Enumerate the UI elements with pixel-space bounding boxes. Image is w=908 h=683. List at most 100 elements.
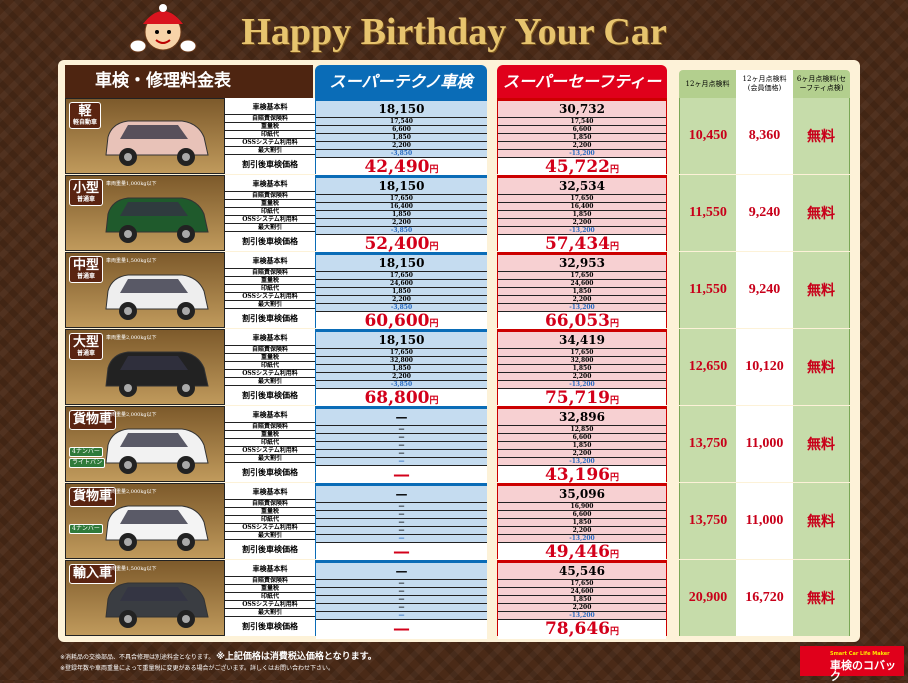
fee-label: 車検基本料 [225,483,315,500]
blue-total-value: 60,600 [364,311,430,331]
super-safety-prices: 30,732 17,540 6,600 1,850 2,200 -13,200 45,722… [497,98,667,177]
red-value-2: 24,600 [498,588,666,596]
vehicle-class: 輸入車 [69,564,117,584]
inspection-12m-price: 13,750 [679,483,736,559]
vehicle-photo: 中型 普通車 車両重量1,500kg以下 [65,252,225,328]
red-value-3: 1,850 [498,442,666,450]
vehicle-badge: 4ナンバー [69,447,103,457]
red-value-2: 32,800 [498,357,666,365]
vehicle-class-label: 輸入車 [73,566,113,581]
red-total-value: 75,719 [544,388,611,408]
red-value-0: 32,953 [498,255,666,272]
blue-value-2: 16,400 [316,203,487,211]
inspection-6m-price: 無料 [793,560,850,636]
page-title: Happy Birthday Your Car [241,11,667,53]
vehicle-type: 普通車 [77,196,96,203]
super-safety-prices: 32,896 12,850 6,600 1,850 2,200 -13,200 43,196… [497,406,667,485]
red-value-0: 34,419 [498,332,666,349]
yen-unit: 円 [429,242,439,252]
fee-label: 印紙代 [225,208,315,216]
fee-label: 自賠責保険料 [225,115,315,123]
yen-unit: 円 [610,550,620,560]
blue-total: — [316,466,487,485]
vehicle-photo: 貨物車 車両重量2,000kg以下 4ナンバー [65,483,225,559]
red-value-5: -13,200 [498,227,666,235]
red-value-1: 17,650 [498,580,666,588]
plan-header-super-safety: スーパーセーフティー車検 [497,65,667,124]
fee-labels: 車検基本料 自賠責保険料 重量税 印紙代 OSSシステム利用料 最大割引 割引後車検価格 [225,483,315,559]
blue-value-4: 2,200 [316,219,487,227]
red-value-1: 17,650 [498,349,666,357]
vehicle-row: 貨物車 車両重量2,000kg以下 4ナンバー ライトバン 車検基本料 自賠責保険料… [65,406,850,485]
fee-label: 自賠責保険料 [225,192,315,200]
blue-total: 68,800円 [316,389,487,408]
red-value-3: 1,850 [498,134,666,142]
brand-logo: Smart Car Life Maker 車検のコバック [800,646,904,682]
blue-total-value: — [393,465,410,485]
blue-total-value: 42,490 [364,157,430,177]
fee-label: 重量税 [225,431,315,439]
red-value-1: 16,900 [498,503,666,511]
super-safety-prices: 35,096 16,900 6,600 1,850 2,200 -13,200 49,446… [497,483,667,562]
blue-total: — [316,620,487,639]
note-weight-tax: ※登録年数や車両重量によって重量税に変更がある場合がございます。詳しくはお問い合… [60,665,334,672]
blue-value-5: -3,850 [316,381,487,389]
blue-value-4: — [316,604,487,612]
fee-label-total: 割引後車検価格 [225,463,315,482]
fee-label-total: 割引後車検価格 [225,232,315,251]
vehicle-class-label: 大型 [73,335,100,350]
blue-total: 42,490円 [316,158,487,177]
super-safety-prices: 45,546 17,650 24,600 1,850 2,200 -13,200 78,64… [497,560,667,639]
yen-unit: 円 [610,396,620,406]
vehicle-class-label: 軽 [78,104,92,119]
fee-label: 印紙代 [225,593,315,601]
fee-label: OSSシステム利用料 [225,601,315,609]
red-value-5: -13,200 [498,150,666,158]
vehicle-class-label: 貨物車 [73,489,113,504]
fee-label: 最大割引 [225,301,315,309]
blue-value-0: 18,150 [316,178,487,195]
red-value-4: 2,200 [498,219,666,227]
blue-value-0: — [316,486,487,503]
inspection-12m-member-price: 9,240 [736,175,793,251]
fee-label: OSSシステム利用料 [225,447,315,455]
inspection-12m-member-price: 9,240 [736,252,793,328]
red-value-4: 2,200 [498,296,666,304]
vehicle-class: 小型 普通車 [69,179,104,206]
inspection-6m-price: 無料 [793,175,850,251]
fee-label: 重量税 [225,585,315,593]
fee-label: 重量税 [225,508,315,516]
fee-label: 自賠責保険料 [225,500,315,508]
red-value-4: 2,200 [498,604,666,612]
fee-label: OSSシステム利用料 [225,216,315,224]
fee-label: 車検基本料 [225,252,315,269]
blue-value-4: 2,200 [316,373,487,381]
vehicle-weight: 車両重量2,000kg以下 [106,489,157,495]
fee-labels: 車検基本料 自賠責保険料 重量税 印紙代 OSSシステム利用料 最大割引 割引後車検価格 [225,560,315,636]
vehicle-row: 貨物車 車両重量2,000kg以下 4ナンバー 車検基本料 自賠責保険料 重量税 印紙… [65,483,850,562]
fee-label: 最大割引 [225,455,315,463]
super-techno-prices: — — — — — — — [315,560,487,639]
red-value-0: 30,732 [498,101,666,118]
vehicle-class: 貨物車 [69,487,117,507]
red-value-2: 6,600 [498,126,666,134]
fee-label: 車検基本料 [225,329,315,346]
inspection-12m-member-price: 8,360 [736,98,793,174]
inspection-12m-price: 13,750 [679,406,736,482]
green-compact-car-icon [105,197,209,243]
blue-value-5: -3,850 [316,227,487,235]
vehicle-photo: 軽軽自動車 [65,98,225,174]
fee-labels: 車検基本料 自賠責保険料 重量税 印紙代 OSSシステム利用料 最大割引 割引後車検価格 [225,252,315,328]
inspection-12m-member-price: 10,120 [736,329,793,405]
red-value-5: -13,200 [498,458,666,466]
red-total-value: 66,053 [544,311,611,331]
red-value-0: 32,534 [498,178,666,195]
blue-total-value: — [393,619,410,639]
inspection-12m-price: 12,650 [679,329,736,405]
yen-unit: 円 [429,319,439,329]
blue-total-value: 68,800 [364,388,430,408]
blue-total: 60,600円 [316,312,487,331]
red-value-1: 17,650 [498,195,666,203]
blue-value-0: 18,150 [316,101,487,118]
vehicle-weight: 車両重量1,000kg以下 [106,181,157,187]
